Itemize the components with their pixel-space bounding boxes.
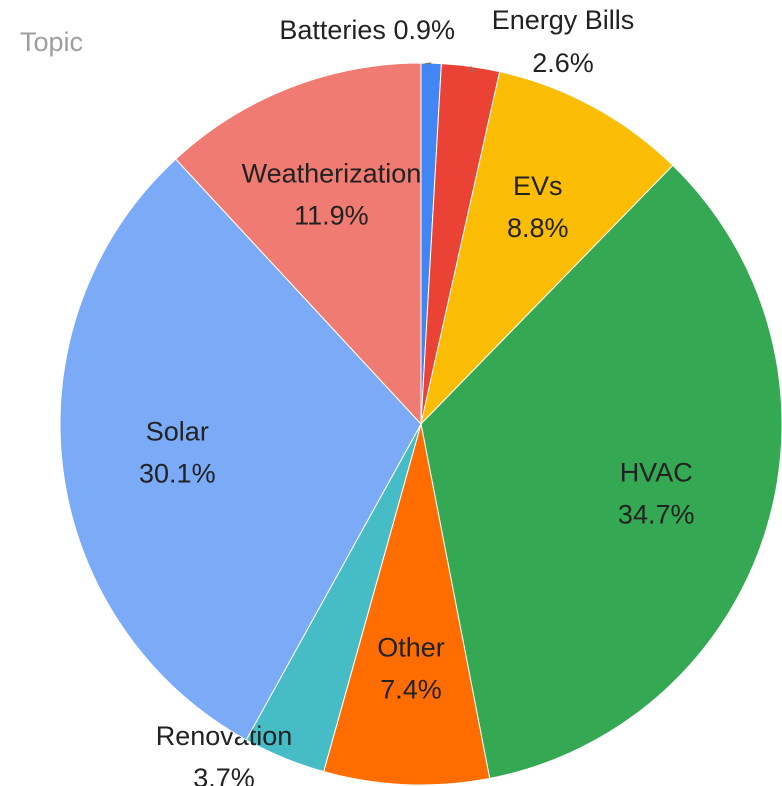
slice-label: Batteries 0.9%	[279, 15, 455, 45]
pie-slice	[59, 158, 422, 741]
pie-slice	[175, 62, 422, 426]
pie-slice	[420, 71, 674, 426]
pie-slice	[323, 423, 491, 786]
slice-name: Solar	[146, 417, 209, 447]
leader-line	[470, 66, 474, 73]
slice-value: 2.6%	[532, 48, 594, 78]
slice-value: 11.9%	[294, 201, 369, 231]
slice-name: Weatherization	[242, 159, 422, 189]
slice-value: 8.8%	[507, 213, 569, 243]
slice-value: 7.4%	[380, 674, 442, 704]
slice-value: 0.9%	[393, 15, 455, 45]
leader-line	[424, 62, 432, 65]
slice-value: 30.1%	[139, 459, 216, 489]
pie-slice	[420, 164, 782, 779]
slice-name: Other	[377, 632, 445, 662]
slice-name: Batteries	[279, 15, 386, 45]
slice-name: HVAC	[620, 457, 693, 487]
slice-value: 3.7%	[193, 763, 255, 786]
slice-name: EVs	[513, 171, 563, 201]
slice-value: 34.7%	[618, 499, 695, 529]
chart-title: Topic	[20, 27, 83, 57]
slice-name: Energy Bills	[492, 5, 635, 35]
